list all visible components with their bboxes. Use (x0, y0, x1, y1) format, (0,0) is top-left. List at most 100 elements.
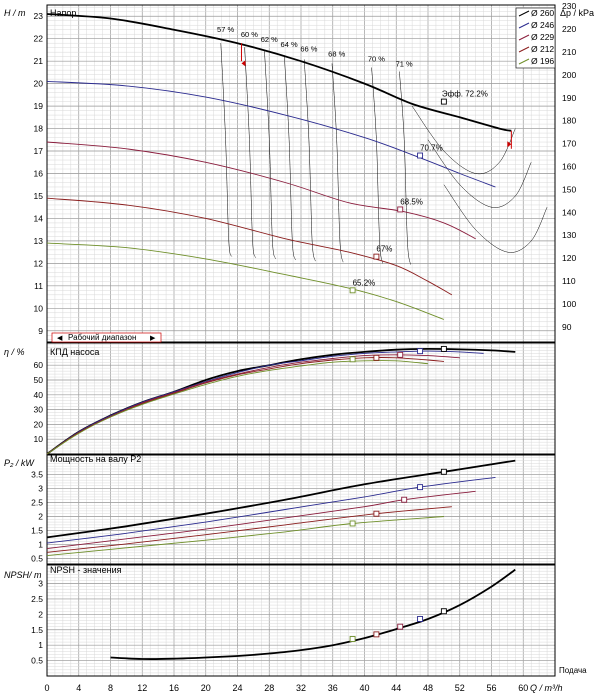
efficiency-contour-label: 66 % (300, 45, 317, 54)
npsh-y-tick-label: 2 (38, 609, 43, 619)
head-point-label: 68.5% (400, 197, 423, 206)
working-range-left-arrow: ◀ (57, 335, 63, 342)
efficiency-y-tick-label: 30 (34, 405, 44, 415)
head-y-tick-label: 14 (34, 213, 44, 223)
npsh-y-tick-label: 2.5 (31, 594, 43, 604)
pressure-tick-label: 190 (562, 93, 576, 103)
efficiency-contour-label: 70 % (368, 55, 385, 64)
x-tick-label: 12 (137, 683, 147, 693)
power-y-tick-label: 1.5 (31, 525, 43, 535)
x-tick-label: 56 (486, 683, 496, 693)
npsh-operating-marker (349, 636, 356, 642)
power-y-tick-label: 1 (38, 539, 43, 549)
npsh-panel-title: NPSH - значения (50, 565, 122, 575)
pressure-tick-label: 180 (562, 116, 576, 126)
npsh-operating-marker (417, 616, 424, 622)
panel-frame-npsh (46, 564, 556, 677)
pressure-tick-label: 210 (562, 47, 576, 57)
efficiency-contour-label: 68 % (328, 50, 345, 59)
npsh-operating-marker (373, 631, 380, 638)
power-y-tick-label: 3.5 (31, 470, 43, 480)
efficiency-contour (244, 47, 257, 258)
flow-axis-label: Q / m³/h (530, 683, 563, 693)
curves (46, 13, 548, 660)
npsh-axis-label: NPSH/ m (4, 570, 42, 580)
legend-swatch (518, 22, 530, 29)
head-point-label: Эфф. 72.2% (442, 90, 488, 99)
efficiency-contour-label: 62 % (261, 35, 278, 44)
power-y-tick-label: 3 (38, 484, 43, 494)
working-range-box (51, 332, 162, 343)
x-tick-label: 52 (455, 683, 465, 693)
power-operating-marker (440, 468, 447, 475)
legend-entry: Ø 196 (531, 56, 554, 66)
efficiency-contour (399, 71, 411, 265)
efficiency-operating-marker (440, 345, 447, 352)
pressure-tick-label: 110 (562, 276, 576, 286)
head-y-tick-label: 18 (34, 124, 44, 134)
power-operating-marker (373, 510, 380, 517)
labels: Напор H / m Δp / kPa КПД насоса η / % Мо… (4, 1, 594, 693)
working-range-right-arrow: ▶ (150, 335, 156, 342)
range-start-arrow (241, 60, 246, 67)
head-y-tick-label: 20 (34, 79, 44, 89)
x-tick-label: 4 (76, 683, 81, 693)
efficiency-contour-label: 60 % (241, 30, 258, 39)
x-tick-label: 20 (201, 683, 211, 693)
pressure-tick-label: 220 (562, 24, 576, 34)
head-y-tick-label: 22 (34, 34, 44, 44)
efficiency-operating-marker (397, 351, 404, 358)
efficiency-loop (427, 139, 532, 208)
pressure-tick-label: 90 (562, 322, 572, 332)
pressure-tick-label: 150 (562, 184, 576, 194)
head-operating-marker (349, 287, 356, 294)
pressure-tick-label: 160 (562, 162, 576, 172)
legend-swatch (518, 10, 530, 17)
efficiency-contour (371, 67, 384, 264)
efficiency-y-tick-label: 10 (34, 434, 44, 444)
efficiency-contour (220, 43, 233, 257)
x-tick-label: 28 (264, 683, 274, 693)
head-curve (46, 80, 496, 188)
efficiency-operating-marker (349, 356, 356, 363)
npsh-operating-marker (397, 623, 404, 630)
power-y-tick-label: 2 (38, 511, 43, 521)
pressure-axis-label: Δp / kPa (560, 8, 594, 18)
range-end-arrow (507, 141, 512, 148)
head-curve (46, 13, 512, 132)
head-axis-label: H / m (4, 8, 26, 18)
npsh-y-tick-label: 1.5 (31, 625, 43, 635)
efficiency-curve (46, 360, 429, 455)
pressure-tick-label: 100 (562, 299, 576, 309)
npsh-operating-marker (440, 608, 447, 615)
efficiency-panel-title: КПД насоса (50, 347, 99, 357)
head-operating-marker (440, 98, 447, 105)
efficiency-contour (331, 63, 344, 263)
head-panel-title: Напор (50, 8, 76, 18)
npsh-curve (110, 568, 516, 660)
head-y-tick-label: 12 (34, 258, 44, 268)
power-y-tick-label: 2.5 (31, 498, 43, 508)
efficiency-axis-label: η / % (4, 347, 25, 357)
power-operating-marker (349, 520, 356, 527)
head-y-tick-label: 23 (34, 11, 44, 21)
efficiency-y-tick-label: 60 (34, 360, 44, 370)
pressure-tick-label: 120 (562, 253, 576, 263)
head-curve (46, 242, 445, 320)
pressure-tick-label: 170 (562, 139, 576, 149)
head-y-tick-label: 10 (34, 303, 44, 313)
head-operating-marker (397, 206, 404, 213)
legend-entry: Ø 229 (531, 32, 554, 42)
legend-swatch (518, 46, 530, 53)
x-tick-label: 8 (108, 683, 113, 693)
panel-frame-efficiency (46, 342, 556, 455)
x-tick-label: 36 (328, 683, 338, 693)
head-operating-marker (373, 253, 380, 260)
panel-frame-head (46, 4, 556, 343)
efficiency-operating-marker (417, 348, 424, 355)
legend-swatch (518, 58, 530, 65)
pressure-tick-label: 200 (562, 70, 576, 80)
working-range-label: Рабочий диапазон (68, 333, 136, 342)
efficiency-loop (411, 105, 516, 175)
